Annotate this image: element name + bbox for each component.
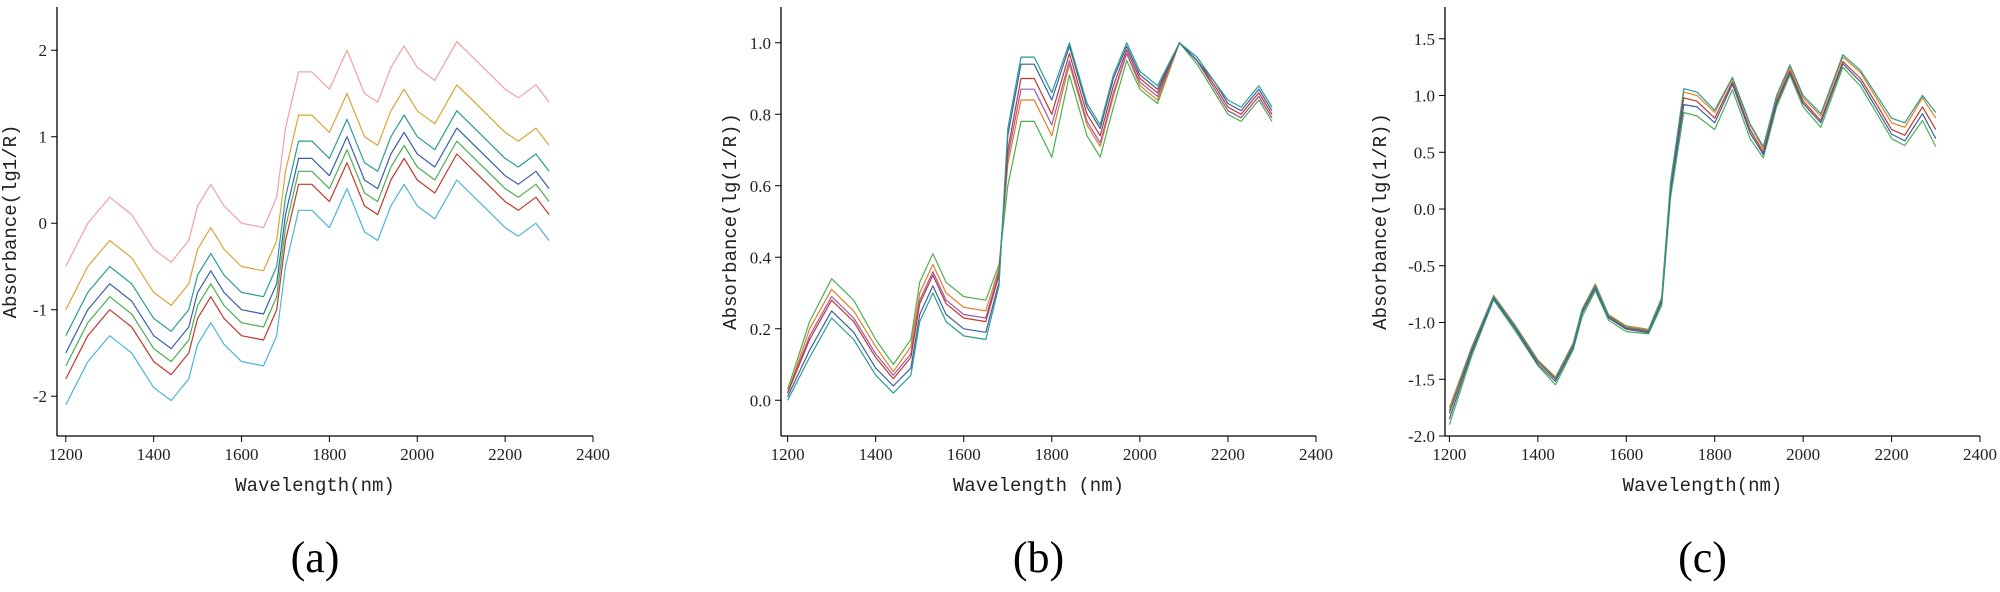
panel: 1200 1400 1600 1800 2000 2200 2400 0.0 0.2 0.4 0.6…: [720, 7, 1333, 582]
x-axis-label: Wavelength(nm): [235, 475, 395, 497]
y-tick-label: 0.2: [750, 320, 771, 339]
x-tick-label: 2200: [1875, 445, 1909, 464]
y-tick-label: 1.0: [750, 34, 771, 53]
x-tick-label: 2400: [1299, 445, 1333, 464]
x-tick-label: 1600: [225, 445, 259, 464]
spectrum-line: [65, 153, 550, 380]
x-axis-label: Wavelength(nm): [1623, 475, 1783, 497]
x-tick-label: 1800: [1698, 445, 1732, 464]
x-tick-label: 2000: [1786, 445, 1820, 464]
spectrum-line: [65, 127, 550, 354]
spectrum-line: [65, 110, 550, 336]
spectrum-line: [1448, 54, 1937, 412]
x-tick-label: 2200: [488, 445, 522, 464]
x-tick-label: 1600: [947, 445, 981, 464]
x-tick-label: 1200: [1432, 445, 1466, 464]
x-tick-label: 2000: [1123, 445, 1157, 464]
panel: 1200 1400 1600 1800 2000 2200 2400 -2.0 -1.5 -1.0…: [1370, 7, 1997, 582]
spectrum-line: [787, 42, 1273, 401]
x-tick-label: 2400: [1963, 445, 1997, 464]
x-tick-label: 1600: [1609, 445, 1643, 464]
y-tick-label: 0.5: [1414, 143, 1435, 162]
y-tick-label: 0.8: [750, 105, 771, 124]
y-tick-label: 0.0: [750, 391, 771, 410]
x-tick-label: 2000: [400, 445, 434, 464]
x-tick-label: 1200: [771, 445, 805, 464]
y-tick-label: 0: [39, 214, 48, 233]
y-axis-label: Absorbance(lg(1/R)): [720, 113, 742, 330]
y-tick-label: 1.0: [1414, 87, 1435, 106]
panel-caption: (c): [1678, 533, 1727, 582]
spectrum-line: [787, 42, 1273, 394]
y-tick-label: -0.5: [1408, 257, 1435, 276]
x-tick-label: 1400: [859, 445, 893, 464]
spectrum-line: [787, 42, 1273, 394]
y-tick-label: -1.0: [1408, 314, 1435, 333]
x-tick-label: 2400: [576, 445, 610, 464]
x-tick-label: 1400: [1521, 445, 1555, 464]
x-tick-label: 1400: [137, 445, 171, 464]
spectrum-line: [1448, 66, 1937, 425]
x-tick-label: 1800: [1035, 445, 1069, 464]
y-tick-label: 2: [39, 41, 48, 60]
y-tick-label: -2.0: [1408, 427, 1435, 446]
spectrum-line: [1448, 56, 1937, 408]
y-tick-label: 0.0: [1414, 200, 1435, 219]
y-tick-label: -1.5: [1408, 370, 1435, 389]
y-tick-label: 0.6: [750, 177, 771, 196]
y-tick-label: 1.5: [1414, 30, 1435, 49]
spectrum-line: [65, 41, 550, 267]
x-tick-label: 2200: [1211, 445, 1245, 464]
spectrum-line: [65, 179, 550, 406]
spectrum-line: [1448, 60, 1937, 414]
spectrum-line: [1448, 63, 1937, 420]
panel-caption: (b): [1013, 533, 1064, 582]
y-axis-label: Absorbance(lg1/R): [0, 125, 22, 319]
panel: 1200 1400 1600 1800 2000 2200 2400 -2 -1 0 1 2 Wavel…: [0, 7, 610, 582]
x-tick-label: 1200: [49, 445, 83, 464]
y-tick-label: 1: [39, 128, 48, 147]
panel-caption: (a): [291, 533, 340, 582]
spectrum-line: [65, 140, 550, 367]
y-tick-label: -2: [33, 387, 47, 406]
spectrum-line: [65, 84, 550, 310]
y-tick-label: -1: [33, 301, 47, 320]
y-axis-label: Absorbance(lg(1/R)): [1370, 113, 1392, 330]
spectrum-line: [787, 42, 1273, 397]
y-tick-label: 0.4: [750, 248, 772, 267]
x-tick-label: 1800: [312, 445, 346, 464]
spectrum-line: [787, 42, 1273, 394]
x-axis-label: Wavelength (nm): [953, 475, 1124, 497]
spectrum-line: [787, 42, 1273, 390]
